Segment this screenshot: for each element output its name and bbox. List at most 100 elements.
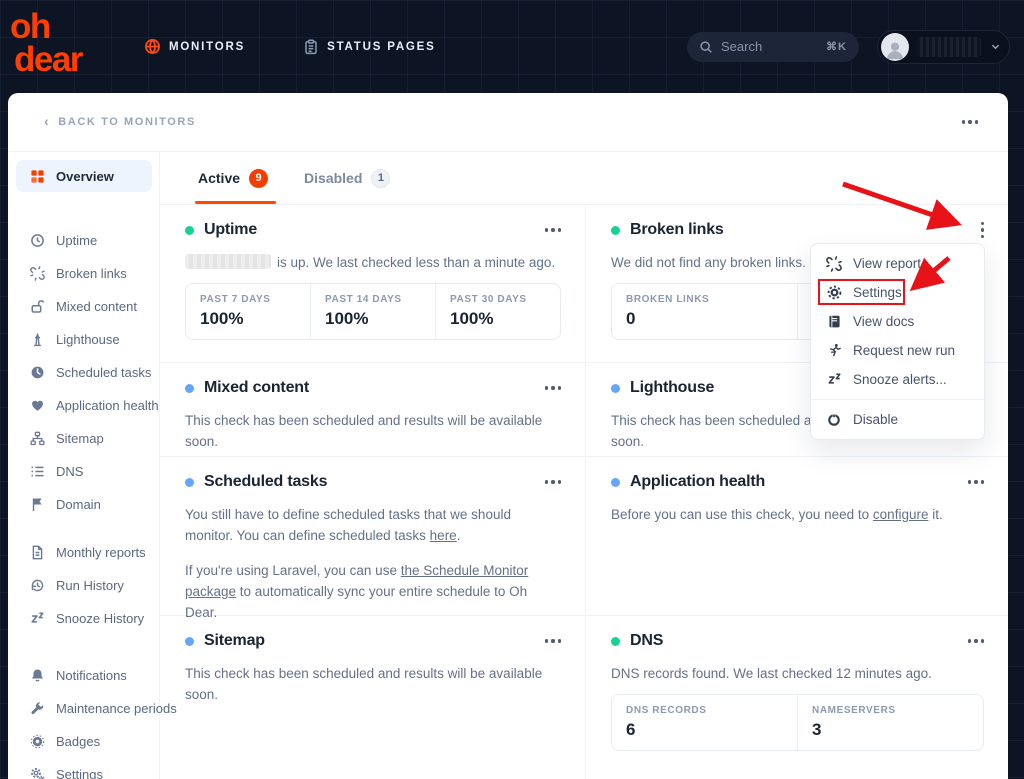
oh-dear-logo[interactable]: oh dear (10, 9, 83, 76)
search-box[interactable]: ⌘K (687, 31, 859, 62)
broken-link-icon (29, 266, 45, 281)
status-dot-blue (185, 383, 194, 393)
sidebar-item-application-health[interactable]: Application health (8, 389, 159, 422)
clock-icon (29, 365, 45, 380)
application-health-card-menu-button[interactable] (967, 480, 984, 484)
sidebar-label: Application health (56, 398, 159, 413)
stat-label: BROKEN LINKS (626, 294, 710, 305)
sidebar-item-sitemap[interactable]: Sitemap (8, 422, 159, 455)
heart-icon (29, 398, 45, 413)
stat-value: 6 (626, 720, 636, 739)
menu-item-disable[interactable]: Disable (811, 405, 984, 434)
card-title: Mixed content (204, 379, 309, 396)
menu-item-view-docs[interactable]: View docs (811, 307, 984, 336)
card-title: Scheduled tasks (204, 473, 328, 490)
top-navbar: oh dear MONITORS STATUS PAGES ⌘K (0, 0, 1024, 93)
bell-icon (29, 668, 45, 683)
status-dot-green (185, 225, 194, 235)
menu-item-label: View docs (853, 314, 915, 329)
sidebar-label: Run History (56, 578, 124, 593)
scheduled-tasks-card: Scheduled tasks You still have to define… (160, 457, 585, 623)
sidebar-label: Mixed content (56, 299, 137, 314)
sidebar-item-notifications[interactable]: Notifications (8, 659, 159, 692)
tab-active[interactable]: Active 9 (194, 152, 277, 204)
list-icon (29, 464, 45, 479)
menu-item-label: Settings (853, 285, 902, 300)
chevron-left-icon: ‹ (44, 113, 51, 129)
card-title: Lighthouse (630, 379, 715, 396)
schedule-monitor-package-link[interactable]: the Schedule Monitor package (185, 563, 529, 599)
uptime-message: is up. We last checked less than a minut… (185, 252, 561, 273)
status-dot-green (611, 225, 620, 235)
sitemap-card-menu-button[interactable] (544, 639, 561, 643)
sidebar-item-mixed-content[interactable]: Mixed content (8, 290, 159, 323)
tab-disabled[interactable]: Disabled 1 (304, 152, 391, 204)
clipboard-icon (303, 38, 319, 55)
book-icon (826, 314, 842, 329)
stat-label: PAST 30 DAYS (450, 294, 527, 305)
sitemap-message: This check has been scheduled and result… (185, 666, 543, 702)
sidebar-item-scheduled-tasks[interactable]: Scheduled tasks (8, 356, 159, 389)
mixed-content-card-menu-button[interactable] (544, 386, 561, 390)
sidebar-item-settings[interactable]: Settings (8, 758, 159, 779)
sidebar-label: Settings (56, 767, 103, 779)
status-dot-blue (611, 383, 620, 393)
flag-icon (29, 497, 45, 512)
sidebar-item-domain[interactable]: Domain (8, 488, 159, 521)
snooze-icon (29, 611, 45, 626)
gear-icon (826, 285, 842, 300)
sidebar-item-run-history[interactable]: Run History (8, 569, 159, 602)
runner-icon (826, 343, 842, 358)
card-title: DNS (630, 632, 664, 649)
uptime-card: Uptime is up. We last checked less than … (160, 205, 585, 362)
back-to-monitors-link[interactable]: ‹ BACK TO MONITORS (44, 113, 196, 129)
search-input[interactable] (721, 39, 819, 54)
uptime-clock-icon (29, 233, 45, 248)
menu-item-settings[interactable]: Settings (811, 278, 984, 307)
scheduled-tasks-message-2: If you're using Laravel, you can use the… (185, 563, 529, 620)
sidebar-label: Notifications (56, 668, 127, 683)
dns-card: DNS DNS records found. We last checked 1… (585, 616, 1008, 779)
uptime-stats: PAST 7 DAYS 100% PAST 14 DAYS 100% PAST 30… (185, 283, 561, 340)
unlock-icon (29, 299, 45, 314)
define-tasks-link[interactable]: here (429, 528, 457, 543)
menu-item-view-report[interactable]: View report (811, 249, 984, 278)
configure-link[interactable]: configure (872, 507, 929, 522)
stat-value: 100% (200, 309, 244, 328)
sidebar-item-lighthouse[interactable]: Lighthouse (8, 323, 159, 356)
sidebar-label: DNS (56, 464, 84, 479)
broken-links-card: Broken links We did not find any broken … (585, 205, 1008, 362)
card-title: Application health (630, 473, 766, 490)
stat-value: 3 (812, 720, 822, 739)
menu-item-request-new-run[interactable]: Request new run (811, 336, 984, 365)
sidebar-label: Domain (56, 497, 101, 512)
sidebar-label: Uptime (56, 233, 98, 248)
menu-item-snooze-alerts[interactable]: Snooze alerts... (811, 365, 984, 394)
monitor-ellipsis-menu-button[interactable] (961, 120, 978, 124)
scheduled-tasks-card-menu-button[interactable] (544, 480, 561, 484)
status-dot-blue (611, 477, 620, 487)
nav-monitors[interactable]: MONITORS (144, 38, 245, 55)
sidebar-item-overview[interactable]: Overview (16, 160, 152, 192)
sidebar-item-uptime[interactable]: Uptime (8, 224, 159, 257)
sidebar-item-snooze-history[interactable]: Snooze History (8, 602, 159, 635)
menu-item-label: Snooze alerts... (853, 372, 947, 387)
dns-card-menu-button[interactable] (967, 639, 984, 643)
sidebar-item-broken-links[interactable]: Broken links (8, 257, 159, 290)
nav-status-pages[interactable]: STATUS PAGES (303, 38, 436, 55)
sidebar-item-badges[interactable]: Badges (8, 725, 159, 758)
broken-links-card-menu-button[interactable] (980, 221, 984, 239)
uptime-card-menu-button[interactable] (544, 228, 561, 232)
search-shortcut: ⌘K (826, 41, 847, 53)
sidebar-item-dns[interactable]: DNS (8, 455, 159, 488)
broken-link-icon (826, 255, 842, 272)
document-icon (29, 545, 45, 560)
account-menu[interactable] (877, 29, 1010, 64)
application-health-message: Before you can use this check, you need … (611, 507, 943, 522)
sidebar-item-monthly-reports[interactable]: Monthly reports (8, 536, 159, 569)
sidebar-label: Monthly reports (56, 545, 146, 560)
history-icon (29, 578, 45, 593)
scheduled-tasks-message-1: You still have to define scheduled tasks… (185, 507, 511, 543)
sidebar-item-maintenance-periods[interactable]: Maintenance periods (8, 692, 177, 725)
stat-label: DNS RECORDS (626, 705, 707, 716)
